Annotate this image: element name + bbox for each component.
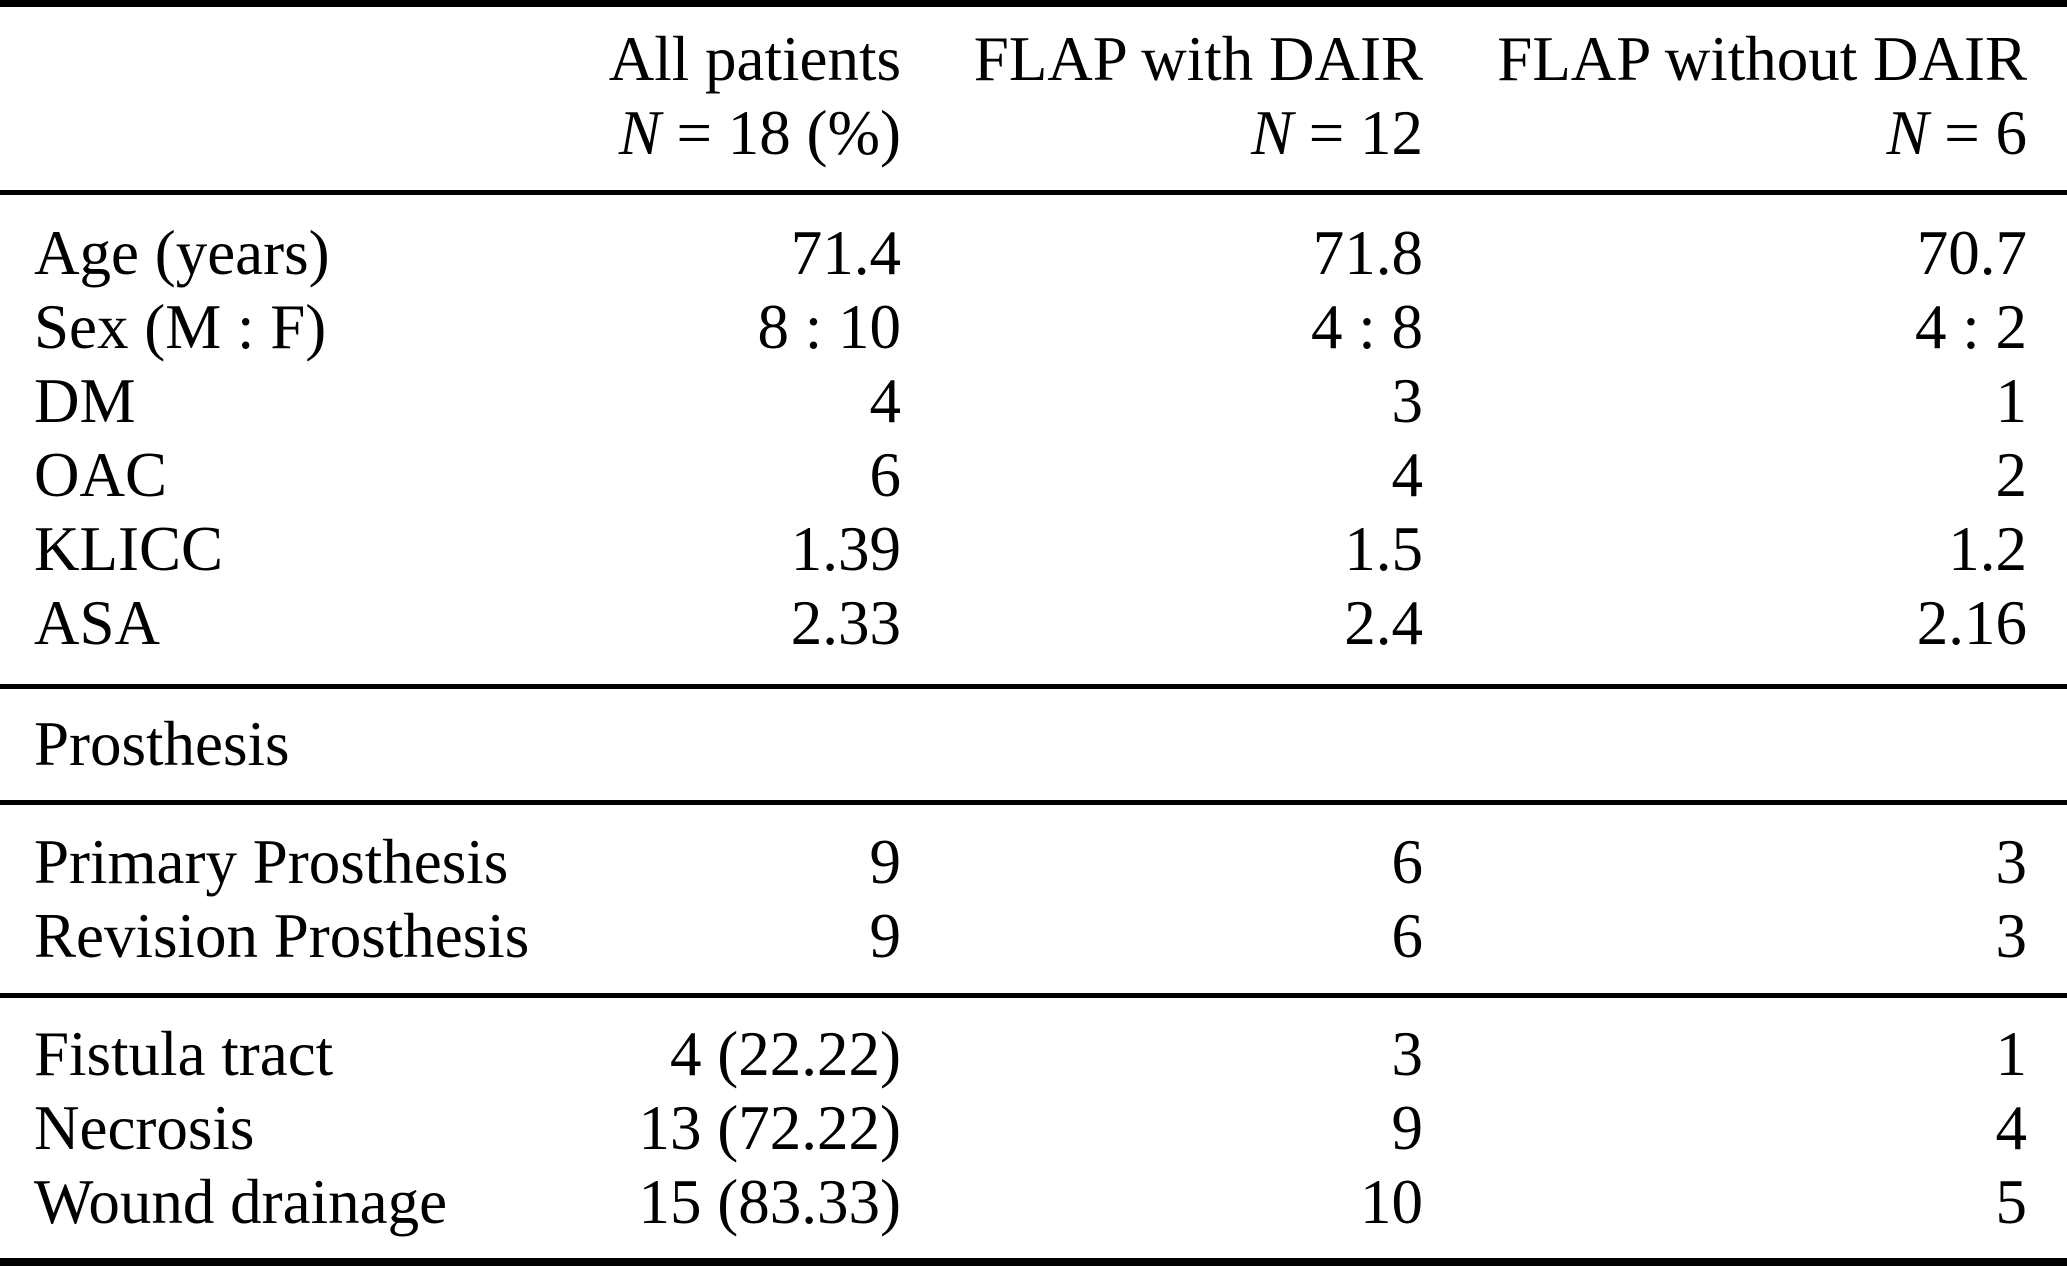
header-title-row: All patients FLAP with DAIR FLAP without… bbox=[34, 22, 2027, 96]
table-row-revision-prosthesis: Revision Prosthesis 9 6 3 bbox=[34, 899, 2027, 973]
cell-value: 4 bbox=[1391, 440, 1424, 510]
n-count-flap-with-dair: N = 12 bbox=[901, 96, 1423, 170]
cell-value: 2.16 bbox=[1916, 588, 2027, 658]
wound-section: Fistula tract 4 (22.22) 3 1 Necrosis 13 … bbox=[0, 998, 2067, 1258]
cell-value: 71.8 bbox=[1312, 218, 1423, 288]
prosthesis-section: Primary Prosthesis 9 6 3 Revision Prosth… bbox=[0, 805, 2067, 993]
section-rule bbox=[0, 800, 2067, 805]
column-header-flap-without-dair: FLAP without DAIR bbox=[1497, 24, 2027, 94]
header-rule bbox=[0, 190, 2067, 195]
n-value: = 12 bbox=[1292, 98, 1423, 168]
table-row-wound-drainage: Wound drainage 15 (83.33) 10 5 bbox=[34, 1165, 2027, 1239]
demographics-section: Age (years) 71.4 71.8 70.7 Sex (M : F) 8… bbox=[0, 195, 2067, 684]
cell-value: 3 bbox=[1391, 1019, 1424, 1089]
n-count-flap-without-dair: N = 6 bbox=[1423, 96, 2027, 170]
cell-value: 1 bbox=[1995, 366, 2028, 436]
table-row-sex: Sex (M : F) 8 : 10 4 : 8 4 : 2 bbox=[34, 290, 2027, 364]
cell-value: 4 : 2 bbox=[1914, 292, 2027, 362]
cell-value: 3 bbox=[1391, 366, 1424, 436]
row-label: Necrosis bbox=[34, 1093, 255, 1163]
cell-value: 9 bbox=[869, 901, 902, 971]
section-label: Prosthesis bbox=[34, 709, 290, 779]
cell-value: 15 (83.33) bbox=[638, 1167, 901, 1237]
cell-value: 1 bbox=[1995, 1019, 2028, 1089]
cell-value: 2.4 bbox=[1344, 588, 1423, 658]
row-label: Fistula tract bbox=[34, 1019, 334, 1089]
table-header: All patients FLAP with DAIR FLAP without… bbox=[0, 7, 2067, 190]
cell-value: 8 : 10 bbox=[757, 292, 901, 362]
section-rule bbox=[0, 684, 2067, 689]
header-empty-cell bbox=[34, 96, 564, 170]
math-n-symbol: N bbox=[1250, 98, 1293, 168]
cell-value: 1.2 bbox=[1948, 514, 2027, 584]
table-row-asa: ASA 2.33 2.4 2.16 bbox=[34, 586, 2027, 660]
cell-value: 3 bbox=[1995, 901, 2028, 971]
row-label: Primary Prosthesis bbox=[34, 827, 509, 897]
table-row-dm: DM 4 3 1 bbox=[34, 364, 2027, 438]
cell-value: 4 : 8 bbox=[1310, 292, 1423, 362]
n-count-all-patients: N = 18 (%) bbox=[564, 96, 901, 170]
cell-value: 6 bbox=[869, 440, 902, 510]
math-n-symbol: N bbox=[1886, 98, 1929, 168]
cell-value: 71.4 bbox=[790, 218, 901, 288]
cell-value: 70.7 bbox=[1916, 218, 2027, 288]
row-label: Age (years) bbox=[34, 218, 330, 288]
top-rule bbox=[0, 0, 2067, 7]
row-label: Sex (M : F) bbox=[34, 292, 327, 362]
cell-value: 2 bbox=[1995, 440, 2028, 510]
section-rule bbox=[0, 993, 2067, 998]
cell-value: 4 bbox=[869, 366, 902, 436]
cell-value: 13 (72.22) bbox=[638, 1093, 901, 1163]
cell-value: 4 (22.22) bbox=[670, 1019, 901, 1089]
row-label: Revision Prosthesis bbox=[34, 901, 530, 971]
cell-empty bbox=[901, 707, 1423, 781]
row-label: KLICC bbox=[34, 514, 223, 584]
header-n-row: N = 18 (%) N = 12 N = 6 bbox=[34, 96, 2027, 170]
cell-value: 9 bbox=[869, 827, 902, 897]
cell-value: 6 bbox=[1391, 901, 1424, 971]
table-row-oac: OAC 6 4 2 bbox=[34, 438, 2027, 512]
cell-value: 1.39 bbox=[790, 514, 901, 584]
table-row-fistula-tract: Fistula tract 4 (22.22) 3 1 bbox=[34, 1017, 2027, 1091]
section-label-row: Prosthesis bbox=[34, 707, 2027, 781]
table-row-primary-prosthesis: Primary Prosthesis 9 6 3 bbox=[34, 825, 2027, 899]
math-n-symbol: N bbox=[618, 98, 661, 168]
cell-value: 4 bbox=[1995, 1093, 2028, 1163]
column-header-flap-with-dair: FLAP with DAIR bbox=[973, 24, 1423, 94]
cell-value: 9 bbox=[1391, 1093, 1424, 1163]
table-row-necrosis: Necrosis 13 (72.22) 9 4 bbox=[34, 1091, 2027, 1165]
row-label: Wound drainage bbox=[34, 1167, 448, 1237]
cell-empty bbox=[564, 707, 901, 781]
cell-empty bbox=[1423, 707, 2027, 781]
cell-value: 1.5 bbox=[1344, 514, 1423, 584]
cell-value: 10 bbox=[1360, 1167, 1423, 1237]
column-header-all-patients: All patients bbox=[608, 24, 901, 94]
row-label: ASA bbox=[34, 588, 161, 658]
bottom-rule bbox=[0, 1258, 2067, 1266]
table-row-age: Age (years) 71.4 71.8 70.7 bbox=[34, 216, 2027, 290]
header-empty-cell bbox=[34, 22, 564, 96]
cell-value: 3 bbox=[1995, 827, 2028, 897]
row-label: OAC bbox=[34, 440, 168, 510]
cell-value: 5 bbox=[1995, 1167, 2028, 1237]
prosthesis-section-header: Prosthesis bbox=[0, 689, 2067, 800]
cell-value: 2.33 bbox=[790, 588, 901, 658]
cell-value: 6 bbox=[1391, 827, 1424, 897]
n-value: = 18 (%) bbox=[660, 98, 901, 168]
table-row-klicc: KLICC 1.39 1.5 1.2 bbox=[34, 512, 2027, 586]
row-label: DM bbox=[34, 366, 136, 436]
n-value: = 6 bbox=[1928, 98, 2027, 168]
